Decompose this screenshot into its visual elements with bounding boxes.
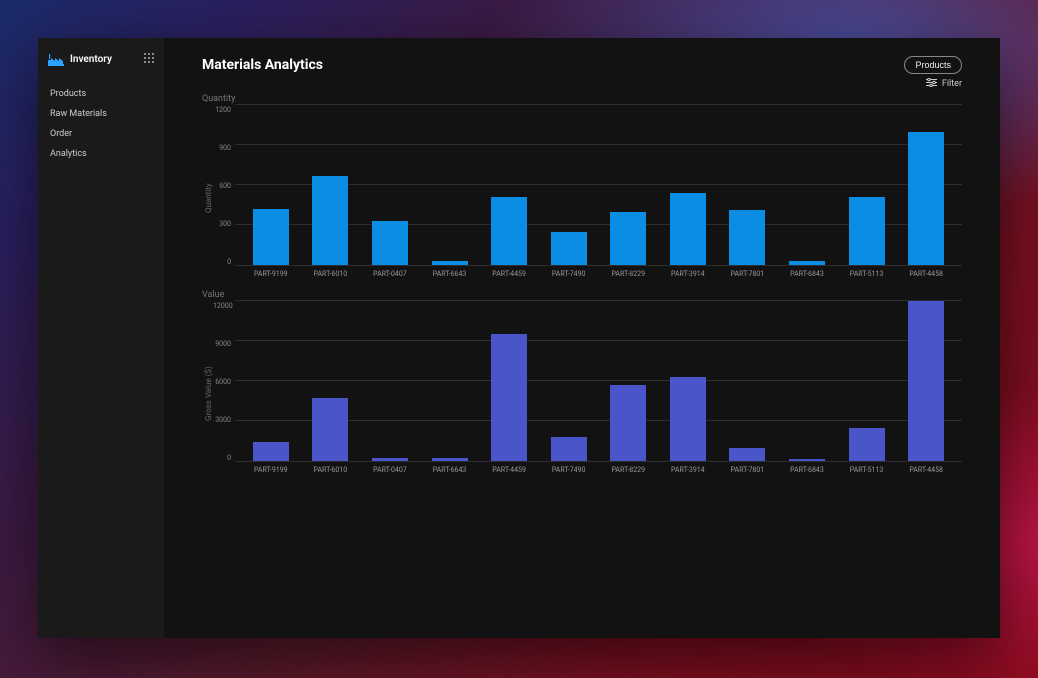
x-tick-label: PART-4459 [491, 270, 527, 278]
sidebar-item-products[interactable]: Products [48, 84, 154, 104]
chart-bar[interactable] [253, 442, 289, 461]
apps-grid-icon[interactable] [144, 53, 154, 66]
chart-bar[interactable] [610, 385, 646, 461]
chart-bar[interactable] [253, 209, 289, 265]
x-tick-label: PART-6010 [312, 466, 348, 474]
sidebar-item-label: Order [50, 129, 72, 139]
x-tick-label: PART-3914 [670, 466, 706, 474]
y-tick-label: 600 [213, 182, 231, 190]
y-tick-label: 900 [213, 144, 231, 152]
y-axis-ticks: 12000 9000 6000 3000 0 [213, 302, 235, 462]
x-tick-label: PART-6643 [432, 466, 468, 474]
x-tick-label: PART-7801 [729, 270, 765, 278]
sidebar-item-label: Products [50, 89, 86, 99]
x-tick-label: PART-6643 [432, 270, 468, 278]
x-tick-label: PART-0407 [372, 466, 408, 474]
x-axis-labels: PART-9199 PART-6010 PART-0407 PART-6643 PART… [235, 266, 962, 278]
page-header: Materials Analytics Products [202, 56, 962, 74]
sidebar: Inventory Products Raw Materials Order A… [38, 38, 164, 638]
x-tick-label: PART-6843 [789, 466, 825, 474]
quantity-chart: Quantity Quantity 1200 900 600 300 0 PART-91… [202, 94, 962, 278]
filter-icon[interactable] [926, 78, 937, 90]
sidebar-item-raw-materials[interactable]: Raw Materials [48, 104, 154, 124]
y-tick-label: 9000 [213, 340, 231, 348]
y-tick-label: 300 [213, 220, 231, 228]
brand: Inventory [48, 52, 154, 66]
y-tick-label: 0 [213, 454, 231, 462]
chart-section-label: Quantity [202, 94, 962, 104]
y-tick-label: 1200 [213, 106, 231, 114]
factory-icon [48, 52, 64, 66]
chart-bar[interactable] [312, 176, 348, 265]
chart-bar[interactable] [729, 210, 765, 265]
chart-bar[interactable] [372, 221, 408, 265]
page-title: Materials Analytics [202, 57, 323, 73]
x-tick-label: PART-7801 [729, 466, 765, 474]
chart-bar[interactable] [551, 437, 587, 461]
chart-bar[interactable] [789, 459, 825, 461]
chart-bar[interactable] [372, 458, 408, 461]
main-content: Materials Analytics Products Filter Quan… [164, 38, 1000, 638]
x-tick-label: PART-6843 [789, 270, 825, 278]
chart-bar[interactable] [312, 398, 348, 461]
sidebar-item-analytics[interactable]: Analytics [48, 144, 154, 164]
chart-bar[interactable] [729, 448, 765, 461]
y-tick-label: 12000 [213, 302, 231, 310]
chart-plot-area [235, 106, 962, 266]
x-tick-label: PART-4459 [491, 466, 527, 474]
chart-bar[interactable] [849, 428, 885, 461]
sidebar-item-label: Raw Materials [50, 109, 107, 119]
chart-bar[interactable] [670, 377, 706, 461]
x-tick-label: PART-9199 [253, 270, 289, 278]
x-tick-label: PART-3914 [670, 270, 706, 278]
y-tick-label: 0 [213, 258, 231, 266]
x-tick-label: PART-6010 [312, 270, 348, 278]
filter-label[interactable]: Filter [942, 79, 962, 89]
chart-bar[interactable] [849, 197, 885, 265]
chart-bar[interactable] [908, 301, 944, 461]
y-axis-title: Quantity [202, 106, 213, 278]
chart-bar[interactable] [432, 458, 468, 461]
x-tick-label: PART-5113 [849, 270, 885, 278]
x-tick-label: PART-7490 [551, 466, 587, 474]
chart-bar[interactable] [432, 261, 468, 265]
x-tick-label: PART-8229 [610, 270, 646, 278]
x-tick-label: PART-4458 [908, 270, 944, 278]
chart-bar[interactable] [491, 334, 527, 461]
x-tick-label: PART-9199 [253, 466, 289, 474]
x-tick-label: PART-8229 [610, 466, 646, 474]
chart-bar[interactable] [610, 212, 646, 265]
app-window: Inventory Products Raw Materials Order A… [38, 38, 1000, 638]
sidebar-item-order[interactable]: Order [48, 124, 154, 144]
x-tick-label: PART-4458 [908, 466, 944, 474]
x-axis-labels: PART-9199 PART-6010 PART-0407 PART-6643 PART… [235, 462, 962, 474]
x-tick-label: PART-0407 [372, 270, 408, 278]
chart-bar[interactable] [491, 197, 527, 265]
products-button[interactable]: Products [904, 56, 962, 74]
y-axis-title: Gross Value ($) [202, 302, 213, 474]
chart-section-label: Value [202, 290, 962, 300]
y-tick-label: 3000 [213, 416, 231, 424]
chart-bar[interactable] [789, 261, 825, 265]
y-axis-ticks: 1200 900 600 300 0 [213, 106, 235, 266]
sidebar-item-label: Analytics [50, 149, 87, 159]
chart-bar[interactable] [908, 132, 944, 265]
brand-title: Inventory [70, 54, 112, 65]
y-tick-label: 6000 [213, 378, 231, 386]
value-chart: Value Gross Value ($) 12000 9000 6000 3000 0… [202, 290, 962, 474]
x-tick-label: PART-5113 [849, 466, 885, 474]
chart-bar[interactable] [551, 232, 587, 265]
x-tick-label: PART-7490 [551, 270, 587, 278]
chart-plot-area [235, 302, 962, 462]
filter-row: Filter [202, 78, 962, 90]
chart-bar[interactable] [670, 193, 706, 265]
